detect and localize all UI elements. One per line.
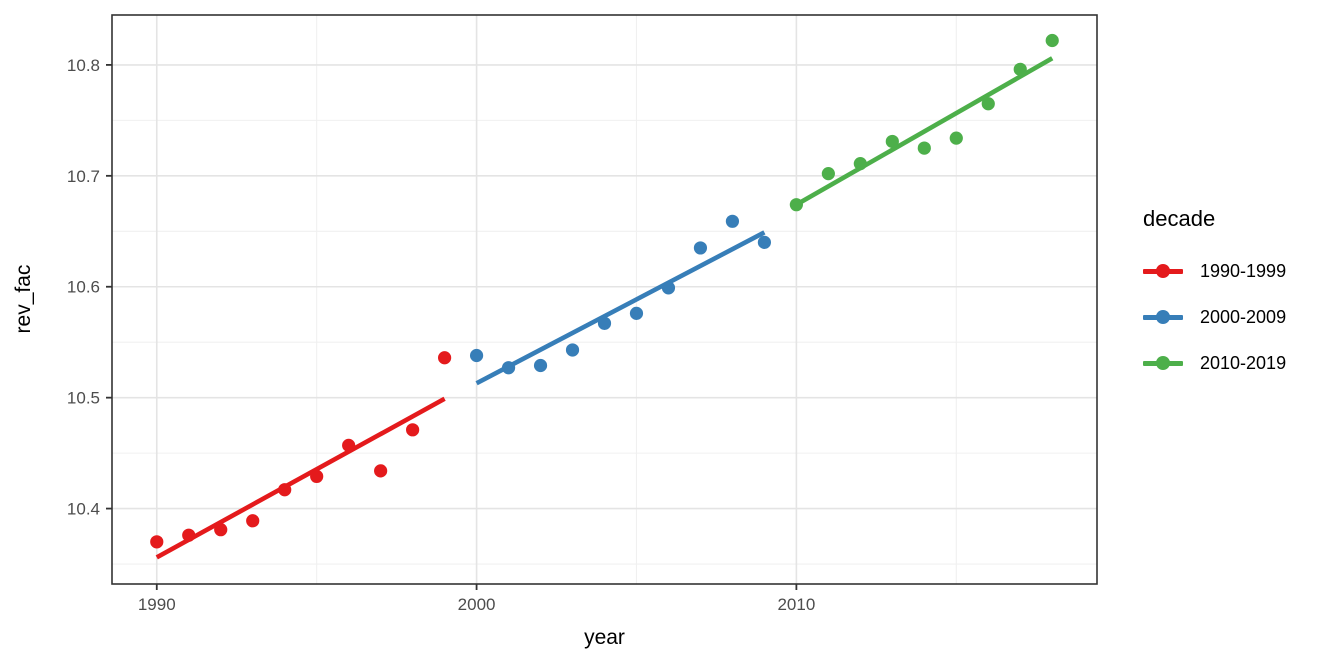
data-point-1990-1999 (406, 423, 420, 437)
legend-title: decade (1143, 206, 1216, 231)
data-point-1990-1999 (342, 438, 356, 452)
data-point-2010-2019 (981, 97, 995, 111)
data-point-2010-2019 (853, 157, 867, 171)
legend-entry-label: 2000-2009 (1200, 306, 1287, 327)
y-tick-label: 10.4 (67, 500, 100, 519)
y-tick-label: 10.8 (67, 56, 100, 75)
y-tick-label: 10.7 (67, 167, 100, 186)
data-point-1990-1999 (374, 464, 388, 478)
x-tick-label: 2000 (458, 595, 496, 614)
trend-line-2010-2019 (795, 56, 1054, 207)
trend-line-2000-2009 (475, 230, 766, 386)
x-tick-label: 1990 (138, 595, 176, 614)
data-point-2010-2019 (885, 134, 899, 149)
x-axis-title: year (584, 626, 625, 649)
legend-entry: 2010-2019 (1143, 350, 1286, 376)
legend-entries: 1990-1999 2000-2009 2010-2019 (1143, 258, 1286, 376)
data-point-1990-1999 (150, 535, 164, 549)
data-point-1990-1999 (278, 483, 292, 497)
data-point-2010-2019 (821, 167, 835, 181)
x-tick-label: 2010 (777, 595, 815, 614)
data-point-2000-2009 (629, 306, 644, 320)
legend-key-icon (1143, 355, 1183, 371)
legend-key-dot (1156, 356, 1170, 370)
trend-line-1990-1999 (155, 396, 446, 560)
data-point-2000-2009 (725, 214, 740, 228)
legend-key-dot (1156, 264, 1170, 278)
data-point-2000-2009 (565, 343, 580, 357)
data-point-2010-2019 (789, 198, 803, 212)
legend-key-icon (1143, 309, 1183, 325)
data-point-2000-2009 (757, 235, 772, 249)
legend-entry: 2000-2009 (1143, 304, 1286, 330)
legend-key-dot (1156, 310, 1170, 324)
data-point-2010-2019 (1045, 33, 1059, 48)
y-axis-title: rev_fac (12, 264, 35, 334)
data-point-2000-2009 (533, 358, 548, 373)
data-point-1990-1999 (214, 523, 228, 537)
data-point-2000-2009 (501, 361, 516, 375)
data-point-1990-1999 (182, 528, 196, 542)
data-point-2000-2009 (597, 316, 612, 330)
data-point-1990-1999 (246, 514, 260, 528)
legend: decade 1990-1999 2000-2009 2010-2019 (1143, 206, 1286, 396)
panel-border (111, 14, 1098, 585)
y-tick-label: 10.6 (67, 278, 100, 297)
data-point-1990-1999 (310, 469, 324, 484)
data-point-2010-2019 (1013, 62, 1027, 76)
data-point-2010-2019 (949, 131, 963, 145)
data-point-1990-1999 (437, 351, 452, 365)
data-point-2010-2019 (917, 141, 931, 155)
legend-entry: 1990-1999 (1143, 258, 1286, 284)
data-point-2000-2009 (469, 348, 484, 363)
legend-key-icon (1143, 263, 1183, 279)
legend-entry-label: 1990-1999 (1200, 260, 1287, 281)
data-point-2000-2009 (661, 281, 676, 295)
data-point-2000-2009 (693, 241, 708, 255)
y-tick-label: 10.5 (67, 389, 100, 408)
legend-entry-label: 2010-2019 (1200, 352, 1287, 373)
